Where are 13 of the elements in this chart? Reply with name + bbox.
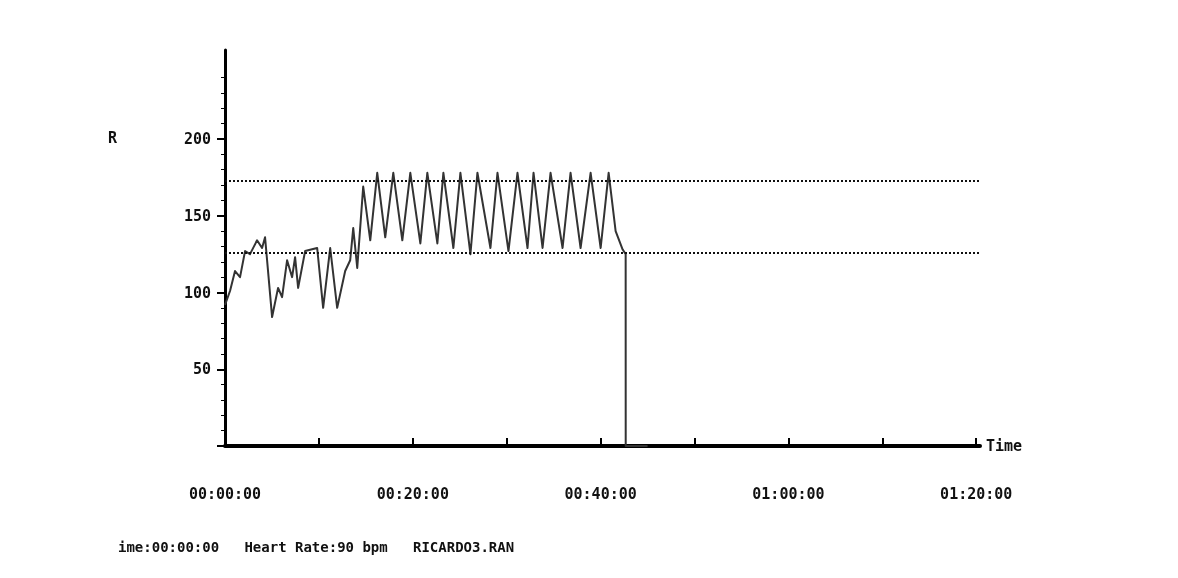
x-tick-label: 00:00:00 (188, 484, 262, 503)
y-axis-title: R (108, 128, 118, 147)
x-tick-label: 01:00:00 (752, 484, 825, 503)
y-tick-label: 150 (183, 206, 211, 225)
text: ime:00:00:00 Heart Rate:90 bpm RICARDO3.RAN (118, 539, 515, 555)
y-tick-label: 200 (183, 130, 211, 149)
y-tick-label: 100 (183, 283, 211, 302)
line-series (224, 171, 649, 447)
x-tick-label: 00:20:00 (376, 484, 449, 503)
x-tick-label: 01:20:00 (940, 484, 1013, 503)
x-tick-label: 00:40:00 (564, 484, 637, 503)
x-axis-title: Time (986, 437, 1023, 455)
y-tick-label: 50 (192, 360, 211, 379)
